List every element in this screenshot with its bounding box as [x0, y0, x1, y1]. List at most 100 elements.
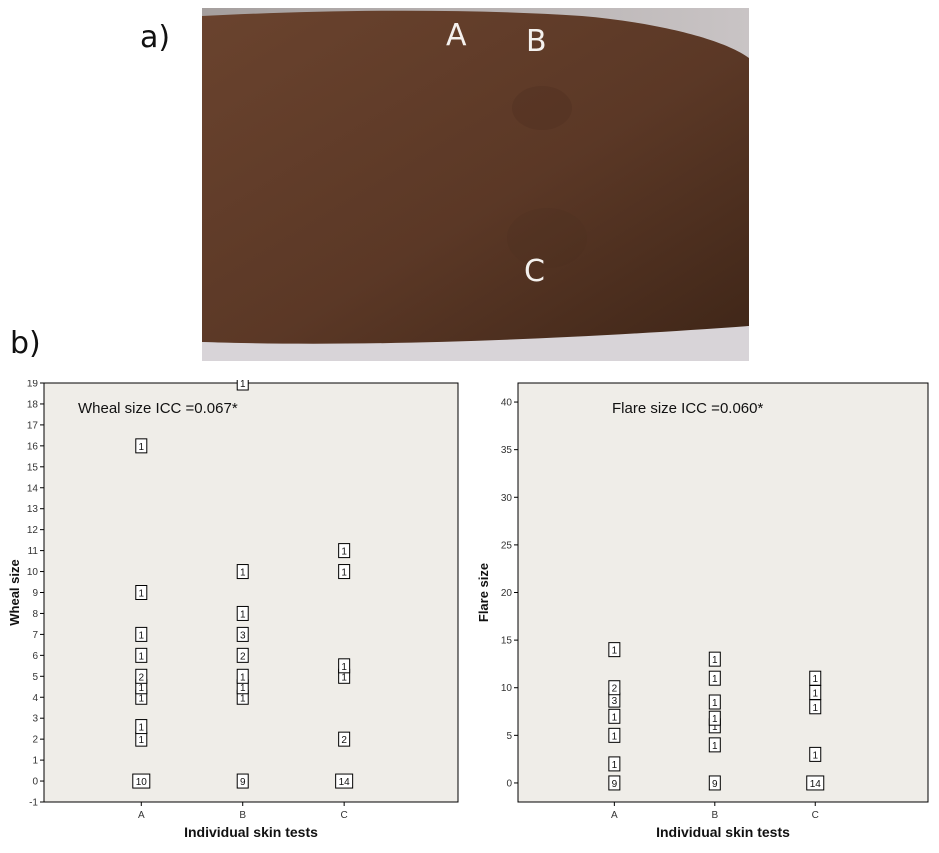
- data-point-count: 1: [612, 712, 618, 723]
- data-point-count: 1: [712, 674, 718, 685]
- y-tick-label: 6: [32, 651, 38, 662]
- data-point-count: 1: [712, 655, 718, 666]
- data-point-box: [338, 543, 351, 559]
- data-point-count: 1: [812, 703, 818, 714]
- x-tick-label: A: [611, 810, 618, 821]
- x-tick-label: B: [711, 810, 718, 821]
- data-point-box: [135, 719, 148, 735]
- forearm-illustration: [202, 8, 749, 361]
- y-tick-label: 12: [27, 525, 39, 536]
- data-point-count: 3: [612, 696, 618, 707]
- data-point-count: 1: [139, 735, 145, 746]
- data-point-count: 14: [810, 779, 822, 790]
- data-point-box: [608, 642, 621, 658]
- data-point-box: [608, 756, 621, 772]
- x-tick-label: C: [341, 810, 348, 821]
- y-tick-label: 11: [28, 546, 39, 557]
- data-point-count: 1: [139, 651, 145, 662]
- data-point-count: 1: [812, 688, 818, 699]
- y-tick-label: 16: [27, 441, 39, 452]
- y-tick-label: 10: [27, 567, 39, 578]
- data-point-box: [708, 694, 721, 710]
- data-point-box: [708, 775, 721, 791]
- data-point-box: [135, 626, 148, 642]
- data-point-count: 1: [139, 723, 145, 734]
- data-point-box: [236, 564, 249, 580]
- data-point-count: 1: [240, 672, 246, 683]
- y-tick-label: 35: [501, 445, 513, 456]
- plot-area: [517, 382, 929, 803]
- y-tick-label: 4: [32, 693, 38, 704]
- data-point-box: [338, 658, 351, 674]
- x-tick-label: C: [812, 810, 819, 821]
- data-point-count: 1: [612, 760, 618, 771]
- y-tick-label: 17: [27, 420, 39, 431]
- y-tick-label: 9: [32, 588, 38, 599]
- data-point-box: [809, 670, 822, 686]
- data-point-count: 2: [341, 735, 347, 746]
- data-point-count: 1: [612, 731, 618, 742]
- data-point-box: [236, 626, 249, 642]
- x-axis-label: Individual skin tests: [656, 824, 790, 840]
- data-point-box: [608, 775, 621, 791]
- data-point-count: 2: [139, 672, 145, 683]
- data-point-count: 1: [712, 741, 718, 752]
- y-axis-label: Flare size: [476, 563, 491, 622]
- data-point-count: 1: [139, 589, 145, 600]
- y-tick-label: 25: [501, 540, 513, 551]
- y-tick-label: 10: [501, 683, 513, 694]
- flare-size-chart: 0 5 10 15 20 25 30 35 40 A B C Flare size ICC =0.060…: [476, 382, 929, 840]
- data-point-count: 1: [341, 547, 347, 558]
- y-tick-label: 3: [32, 714, 38, 725]
- y-tick-label: 0: [506, 778, 512, 789]
- data-point-count: 1: [240, 693, 246, 704]
- data-point-box: [335, 773, 354, 789]
- y-tick-label: 8: [32, 609, 38, 620]
- data-point-box: [708, 737, 721, 753]
- data-point-count: 1: [139, 693, 145, 704]
- y-tick-label: 2: [32, 735, 38, 746]
- data-point-count: 1: [712, 714, 718, 725]
- data-point-count: 1: [712, 722, 718, 733]
- data-point-count: 1: [812, 674, 818, 685]
- data-point-count: 1: [341, 568, 347, 579]
- y-tick-label: 18: [27, 399, 39, 410]
- y-tick-label: 40: [501, 398, 513, 409]
- data-point-box: [806, 775, 825, 791]
- x-axis-label: Individual skin tests: [184, 824, 318, 840]
- data-point-count: 9: [240, 777, 246, 788]
- y-tick-label: 7: [32, 630, 38, 641]
- site-label-a: A: [446, 18, 467, 53]
- data-point-count: 2: [240, 651, 246, 662]
- data-point-count: 1: [240, 568, 246, 579]
- y-tick-label: 15: [501, 636, 513, 647]
- data-point-count: 1: [240, 380, 246, 390]
- data-point-count: 14: [339, 777, 351, 788]
- y-tick-label: 19: [27, 380, 39, 390]
- x-tick-label: B: [239, 810, 246, 821]
- forearm-photo: A B C: [202, 8, 749, 361]
- data-point-count: 1: [341, 662, 347, 673]
- data-point-box: [236, 773, 249, 789]
- data-point-box: [236, 380, 249, 391]
- y-tick-label: 1: [32, 756, 38, 767]
- panel-label-a: a): [140, 20, 171, 55]
- y-tick-label: 14: [27, 483, 39, 494]
- data-point-box: [132, 773, 151, 789]
- y-tick-label: 20: [501, 588, 513, 599]
- data-point-count: 1: [712, 698, 718, 709]
- data-point-count: 1: [139, 630, 145, 641]
- data-point-box: [135, 438, 148, 454]
- panel-label-b: b): [10, 326, 41, 361]
- data-point-box: [236, 605, 249, 621]
- data-point-count: 3: [240, 630, 246, 641]
- data-point-count: 1: [341, 672, 347, 683]
- data-point-box: [809, 746, 822, 762]
- data-point-box: [135, 647, 148, 663]
- data-point-count: 1: [612, 646, 618, 657]
- y-tick-label: 0: [32, 777, 38, 788]
- y-tick-label: 30: [501, 493, 513, 504]
- data-point-box: [135, 668, 148, 684]
- data-point-count: 1: [812, 750, 818, 761]
